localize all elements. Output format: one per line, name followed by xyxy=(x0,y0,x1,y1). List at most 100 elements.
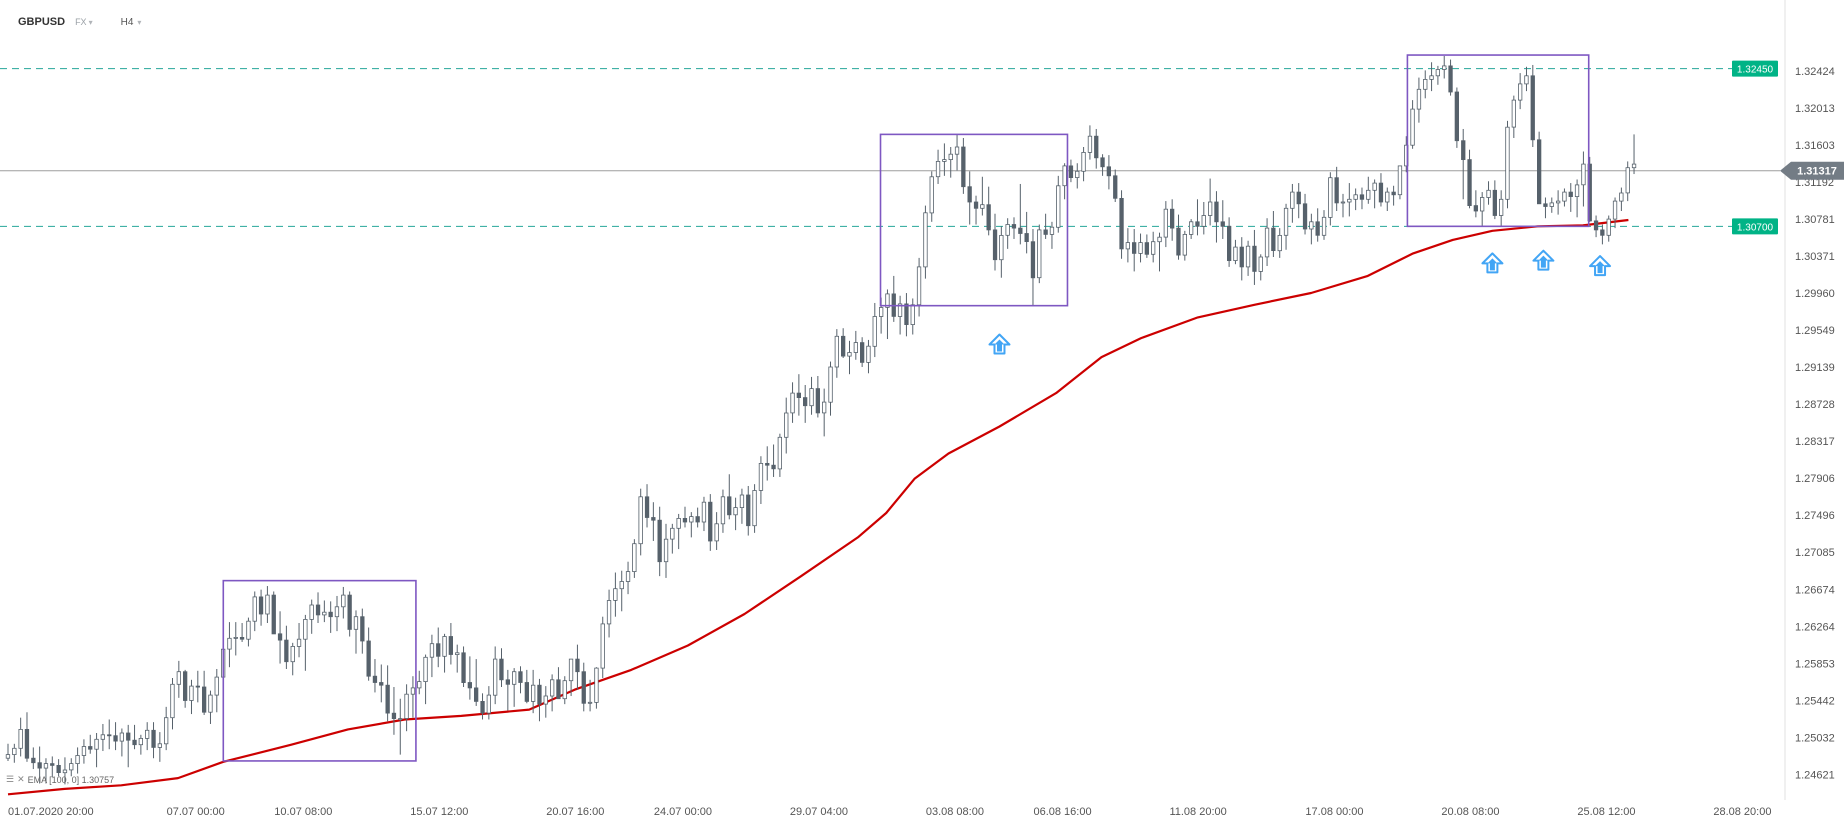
candle-body xyxy=(784,412,789,438)
candle xyxy=(473,659,479,706)
timeframe-selector[interactable]: H4 xyxy=(120,16,134,28)
candle xyxy=(973,195,979,225)
candle-body xyxy=(138,738,144,746)
candle-body xyxy=(1562,191,1567,202)
chevron-down-icon[interactable]: ▾ xyxy=(88,17,93,27)
candle-body xyxy=(492,658,498,696)
candle-body xyxy=(1511,99,1516,128)
candle-body xyxy=(1321,216,1327,236)
candle-body xyxy=(94,738,99,750)
candle-body xyxy=(144,729,150,739)
candle-body xyxy=(1619,192,1624,202)
candle xyxy=(644,484,650,528)
candle-body xyxy=(822,401,827,414)
candle xyxy=(942,143,947,176)
candle-body xyxy=(62,769,68,774)
candle-body xyxy=(1448,65,1453,93)
candle-body xyxy=(1543,203,1548,207)
level-badge[interactable] xyxy=(1732,60,1778,77)
candle xyxy=(1151,231,1156,263)
candle xyxy=(1195,199,1200,236)
candle-body xyxy=(391,712,397,720)
close-icon[interactable]: ✕ xyxy=(17,774,25,784)
candle xyxy=(1030,229,1036,306)
candle-body xyxy=(1024,233,1029,243)
candle-body xyxy=(973,201,979,209)
candle-body xyxy=(1593,220,1599,231)
candle-body xyxy=(606,600,612,625)
candle-body xyxy=(360,616,365,642)
candle-body xyxy=(992,229,998,261)
candle-body xyxy=(1043,229,1048,235)
candle xyxy=(43,758,49,784)
candle-body xyxy=(1359,194,1365,200)
candle-body xyxy=(1245,245,1251,268)
candle-body xyxy=(746,494,751,527)
candle-body xyxy=(803,397,808,407)
candle-body xyxy=(252,596,257,622)
candle xyxy=(1049,221,1055,249)
candle-body xyxy=(1195,221,1200,227)
candle-body xyxy=(37,762,42,769)
candle xyxy=(322,600,327,623)
candle-body xyxy=(467,682,473,689)
candle-body xyxy=(777,436,782,470)
arrow-up-icon-inner xyxy=(1538,255,1549,268)
candle-body xyxy=(436,643,441,657)
candle-body xyxy=(1378,182,1384,203)
range-box[interactable] xyxy=(1406,54,1590,228)
menu-icon[interactable]: ☰ xyxy=(6,774,15,784)
candle-body xyxy=(341,594,346,608)
candle-body xyxy=(897,303,903,317)
candle xyxy=(1283,203,1289,250)
candle xyxy=(69,758,74,777)
candle xyxy=(847,340,852,375)
candle xyxy=(50,756,55,778)
candle xyxy=(62,757,68,785)
candle xyxy=(1258,254,1263,281)
y-tick-label: 1.25442 xyxy=(1795,695,1835,707)
arrow-up-icon-inner xyxy=(1487,258,1498,271)
candle xyxy=(1290,183,1295,223)
candle xyxy=(417,670,422,695)
candle-body xyxy=(322,611,327,616)
market-tag[interactable]: FX xyxy=(75,17,87,27)
candle-body xyxy=(739,494,745,509)
level-badge[interactable] xyxy=(1732,218,1778,235)
range-box[interactable] xyxy=(222,579,417,762)
candle-body xyxy=(182,671,188,701)
candle-body xyxy=(1442,65,1447,70)
candle xyxy=(170,677,175,730)
candle xyxy=(132,724,137,750)
candle xyxy=(904,293,909,337)
candle-body xyxy=(379,682,384,686)
candle-body xyxy=(879,307,884,317)
candle xyxy=(935,149,941,184)
candle xyxy=(1537,131,1542,205)
candle-body xyxy=(1094,135,1099,159)
candle-body xyxy=(524,682,529,702)
candle-body xyxy=(1334,177,1339,204)
x-tick-label: 10.07 08:00 xyxy=(274,806,332,818)
candle xyxy=(189,679,194,715)
symbol-label[interactable]: GBPUSD xyxy=(18,16,66,28)
candle xyxy=(113,722,118,751)
candle xyxy=(860,337,865,367)
candle xyxy=(575,644,580,690)
candle xyxy=(543,686,548,718)
candle-body xyxy=(176,671,182,685)
candle xyxy=(885,289,890,340)
candle-body xyxy=(613,588,618,601)
candle xyxy=(701,496,707,532)
candle-body xyxy=(562,680,567,700)
candle xyxy=(1448,59,1453,96)
candle-body xyxy=(1189,221,1194,235)
chevron-down-icon[interactable]: ▾ xyxy=(137,17,142,27)
range-box[interactable] xyxy=(879,133,1069,307)
candle-body xyxy=(31,757,36,764)
candle xyxy=(739,488,745,524)
candle-body xyxy=(24,729,30,759)
candle xyxy=(1347,183,1352,217)
candle xyxy=(455,644,460,673)
